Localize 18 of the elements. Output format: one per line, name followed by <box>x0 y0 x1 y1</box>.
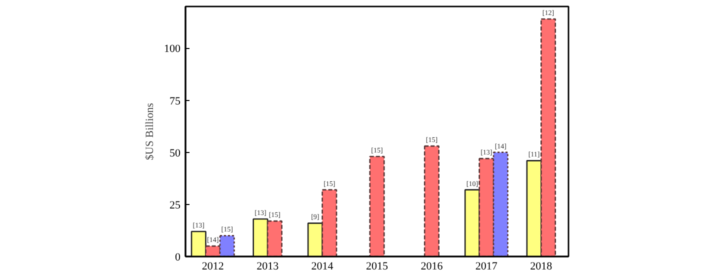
y-tick-label: 50 <box>170 147 181 160</box>
x-tick-label: 2017 <box>475 260 498 272</box>
x-tick-label: 2015 <box>366 260 388 272</box>
bar <box>369 156 385 256</box>
x-tick-label: 2018 <box>530 260 553 272</box>
bar <box>526 160 542 256</box>
x-tick-label: 2013 <box>256 260 280 272</box>
y-axis-title: $US Billions <box>144 102 156 160</box>
bar <box>307 222 323 256</box>
x-tick-label: 2014 <box>311 260 334 272</box>
bar <box>424 145 440 256</box>
x-tick-label: 2012 <box>202 260 224 272</box>
y-tick-label: 100 <box>164 43 181 56</box>
x-tick-label: 2016 <box>420 260 444 272</box>
bar <box>252 218 268 256</box>
y-tick-label: 75 <box>170 95 181 108</box>
y-tick-label: 25 <box>170 199 181 212</box>
y-tick-label: 0 <box>175 252 181 264</box>
